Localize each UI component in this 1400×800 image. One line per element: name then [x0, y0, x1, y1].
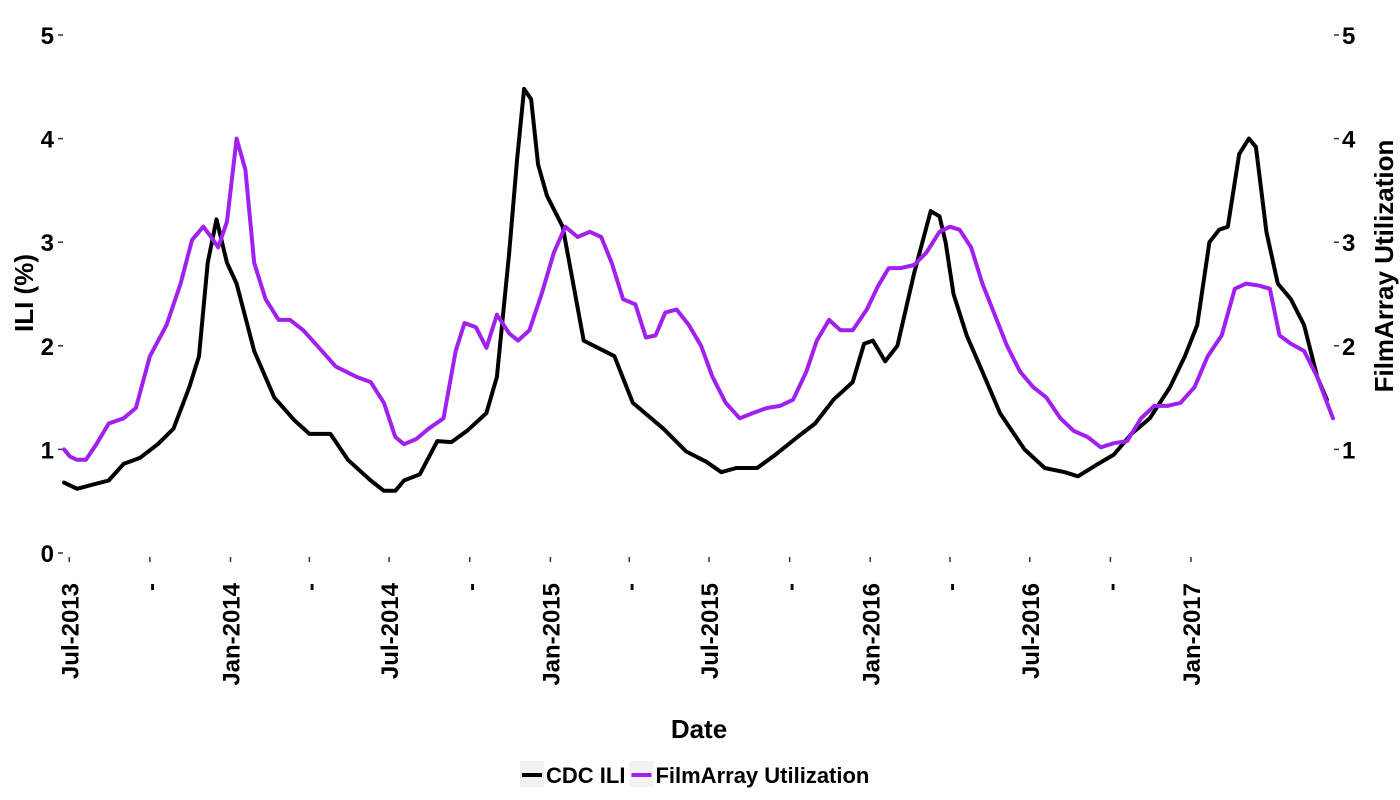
y-tick-label: 3: [41, 230, 54, 257]
x-tick-label: Jul-2013: [57, 583, 84, 679]
y-axis-left: 0 1 2 3 4 5: [41, 23, 63, 568]
x-tick-label: Jan-2014: [219, 582, 246, 685]
x-axis-title: Date: [671, 714, 727, 744]
y2-tick-label: 2: [1342, 334, 1355, 361]
x-tick-label: Jan-2016: [858, 583, 885, 686]
y2-tick-label: 3: [1342, 230, 1355, 257]
x-axis: Jul-2013 - Jan-2014 - Jul-2014 - Jan-2015 - Jul-…: [57, 557, 1206, 686]
legend-label: FilmArray Utilization: [655, 763, 869, 788]
x-tick-label: -: [297, 583, 324, 591]
x-tick-label: -: [1098, 583, 1125, 591]
x-tick-label: Jul-2015: [697, 583, 724, 679]
series-line-filmarray-utilization: [62, 136, 1335, 462]
plot-area: [62, 86, 1335, 493]
y2-tick-label: 4: [1342, 127, 1356, 154]
y-tick-label: 4: [41, 127, 55, 154]
x-tick-label: Jul-2016: [1018, 583, 1045, 679]
y2-tick-label: 1: [1342, 437, 1355, 464]
y-axis-title: ILI (%): [9, 254, 39, 332]
legend-label: CDC ILI: [546, 763, 625, 788]
x-tick-label: -: [778, 583, 805, 591]
y2-tick-label: 5: [1342, 23, 1355, 50]
legend: CDC ILI FilmArray Utilization: [520, 761, 869, 788]
y2-axis-title: FilmArray Utilization: [1369, 140, 1399, 393]
series-line-cdc-ili: [62, 86, 1329, 493]
y-tick-label: 2: [41, 334, 54, 361]
x-tick-label: Jul-2014: [377, 582, 404, 679]
y-axis-right: 1 2 3 4 5: [1334, 23, 1356, 464]
x-tick-label: -: [138, 583, 165, 591]
x-tick-label: Jan-2015: [538, 583, 565, 686]
y-tick-label: 1: [41, 437, 54, 464]
x-tick-label: -: [938, 583, 965, 591]
y-tick-label: 5: [41, 23, 54, 50]
x-tick-label: Jan-2017: [1179, 583, 1206, 686]
x-tick-label: -: [617, 583, 644, 591]
y-tick-label: 0: [41, 541, 54, 568]
x-tick-label: -: [458, 583, 485, 591]
